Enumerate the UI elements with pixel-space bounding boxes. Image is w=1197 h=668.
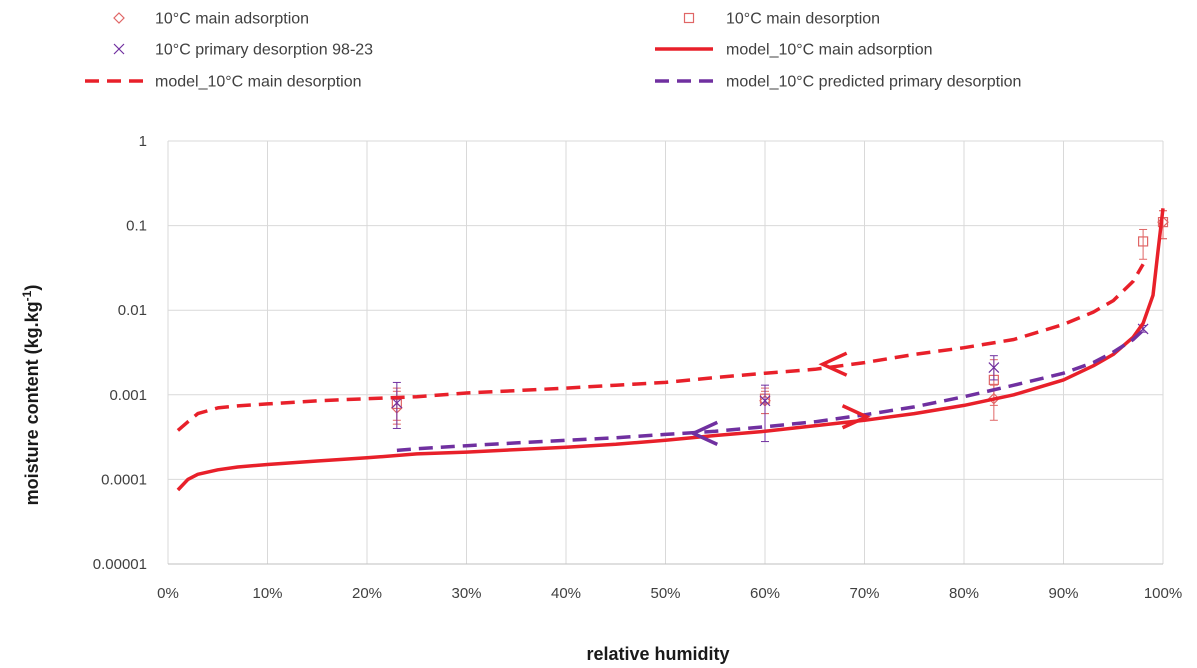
x-tick-label: 90% [1048,585,1078,602]
data-point [759,395,771,407]
y-axis-title-superscript: -1 [20,290,34,301]
legend-entry-4: model_10°C main desorption [85,74,362,91]
legend-label: 10°C main adsorption [155,11,309,28]
y-tick-label: 1 [139,133,147,150]
data-point [988,362,1000,373]
series-5 [396,328,1145,453]
x-tick-label: 50% [650,585,680,602]
x-tick-label: 60% [750,585,780,602]
y-axis-title: moisture content (kg.kg-1) [20,285,42,506]
legend-entry-5: model_10°C predicted primary desorption [655,74,1021,91]
annotations [689,351,871,446]
x-tick-label: 0% [157,585,179,602]
series-layer [176,208,1169,492]
legend-entry-0: 10°C main adsorption [113,11,309,28]
legend-label: model_10°C main adsorption [726,42,933,59]
y-tick-label: 0.1 [126,218,147,235]
legend-entry-3: model_10°C main adsorption [655,42,933,59]
x-tick-label: 20% [352,585,382,602]
legend-swatch-marker [113,43,125,55]
series-line [396,328,1145,453]
x-tick-label: 80% [949,585,979,602]
legend: 10°C main adsorption 10°C main desorption… [85,11,1021,91]
direction-arrow-left [818,351,848,377]
series-2 [391,323,1149,443]
legend-entry-1: 10°C main desorption [683,11,880,28]
y-tick-label: 0.001 [109,387,147,404]
direction-arrow-left [689,420,719,446]
data-point [391,397,403,409]
y-axis-title-main: moisture content (kg.kg [22,301,42,505]
tick-labels: 0% 10% 20% 30% 40% 50% 60% 70% 80% 90% 100% 0.00001… [93,133,1182,602]
x-axis-title: relative humidity [586,644,729,664]
x-tick-label: 70% [849,585,879,602]
x-tick-label: 30% [451,585,481,602]
y-tick-label: 0.0001 [101,471,147,488]
legend-entry-2: 10°C primary desorption 98-23 [113,42,373,59]
y-axis-title-suffix: ) [22,285,42,291]
x-tick-label: 100% [1144,585,1182,602]
legend-label: 10°C main desorption [726,11,880,28]
legend-label: model_10°C main desorption [155,74,362,91]
series-4 [176,263,1145,432]
legend-label: model_10°C predicted primary desorption [726,74,1021,91]
x-tick-label: 40% [551,585,581,602]
series-line [176,263,1145,432]
x-tick-label: 10% [252,585,282,602]
direction-arrow-right [841,404,871,430]
legend-swatch-marker [683,12,695,24]
data-point [1137,236,1149,247]
y-tick-label: 0.01 [118,302,147,319]
legend-label: 10°C primary desorption 98-23 [155,42,373,59]
legend-swatch-marker [113,12,125,24]
y-tick-label: 0.00001 [93,556,147,573]
